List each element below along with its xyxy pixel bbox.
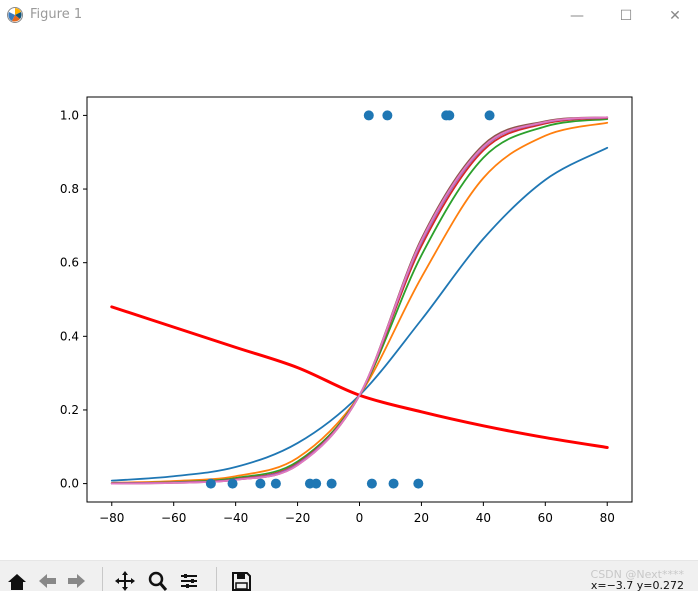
scatter-point <box>205 478 216 489</box>
x-tick-label: 60 <box>538 511 553 525</box>
window-titlebar: Figure 1 — ☐ ✕ <box>0 0 698 32</box>
x-tick-label: 0 <box>356 511 364 525</box>
scatter-point <box>227 478 238 489</box>
save-icon <box>232 572 251 591</box>
x-tick-label: −20 <box>285 511 310 525</box>
x-tick-label: −40 <box>223 511 248 525</box>
zoom-button[interactable] <box>144 569 170 593</box>
scatter-point <box>444 110 455 121</box>
x-tick-label: 20 <box>414 511 429 525</box>
back-icon <box>39 574 56 588</box>
close-icon: ✕ <box>669 8 681 24</box>
navigation-toolbar: CSDN @Next**** x=−3.7 y=0.272 <box>0 560 698 593</box>
x-tick-label: −60 <box>161 511 186 525</box>
x-tick-label: 80 <box>600 511 615 525</box>
scatter-point <box>366 478 377 489</box>
minimize-button[interactable]: — <box>554 0 600 32</box>
matplotlib-logo-icon <box>7 7 23 23</box>
configure-icon <box>181 574 197 588</box>
scatter-point <box>363 110 374 121</box>
scatter-point <box>413 478 424 489</box>
forward-icon <box>68 574 85 588</box>
toolbar-separator <box>102 567 103 591</box>
y-tick-label: 0.4 <box>60 329 79 343</box>
y-tick-label: 1.0 <box>60 108 79 122</box>
y-tick-label: 0.2 <box>60 403 79 417</box>
scatter-point <box>270 478 281 489</box>
watermark-text: CSDN @Next**** <box>590 568 684 581</box>
configure-button[interactable] <box>176 569 202 593</box>
scatter-point <box>382 110 393 121</box>
maximize-icon: ☐ <box>619 8 633 24</box>
scatter-point <box>311 478 322 489</box>
series-line-1 <box>110 146 609 482</box>
scatter-point <box>388 478 399 489</box>
minimize-icon: — <box>570 8 584 24</box>
plot-canvas: −80 −60 −40 −20 0 20 40 60 80 0.0 0.2 0.4 0.6 0.8 1.0 <box>60 96 633 525</box>
home-icon <box>8 574 26 590</box>
zoom-icon <box>148 571 168 591</box>
maximize-button[interactable]: ☐ <box>603 0 649 32</box>
forward-button[interactable] <box>64 569 90 593</box>
back-button[interactable] <box>34 569 60 593</box>
y-tick-label: 0.6 <box>60 256 79 270</box>
cursor-coordinates: x=−3.7 y=0.272 <box>590 579 684 592</box>
scatter-point <box>255 478 266 489</box>
series-line-0 <box>110 305 609 450</box>
close-button[interactable]: ✕ <box>652 0 698 32</box>
toolbar-separator <box>216 567 217 591</box>
scatter-point <box>326 478 337 489</box>
y-tick-label: 0.0 <box>60 477 79 491</box>
axes-background <box>87 97 632 502</box>
pan-button[interactable] <box>112 569 138 593</box>
save-button[interactable] <box>228 569 254 593</box>
x-tick-label: −80 <box>99 511 124 525</box>
series-line-2 <box>110 121 609 484</box>
y-tick-label: 0.8 <box>60 182 79 196</box>
window-title: Figure 1 <box>30 7 83 22</box>
pan-icon <box>115 571 135 591</box>
scatter-point <box>484 110 495 121</box>
home-button[interactable] <box>4 569 30 593</box>
x-tick-label: 40 <box>476 511 491 525</box>
